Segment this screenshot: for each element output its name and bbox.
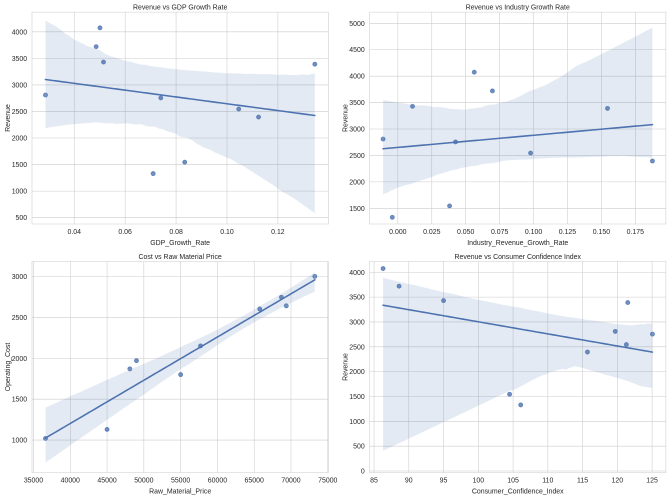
svg-text:Consumer_Confidence_Index: Consumer_Confidence_Index	[472, 489, 564, 496]
svg-text:100: 100	[473, 477, 485, 484]
svg-text:45000: 45000	[97, 477, 116, 484]
svg-text:110: 110	[542, 477, 553, 484]
svg-text:1500: 1500	[12, 162, 28, 169]
svg-text:3000: 3000	[349, 319, 365, 326]
svg-text:Revenue vs Industry Growth Rat: Revenue vs Industry Growth Rate	[466, 5, 570, 12]
svg-text:1000: 1000	[349, 419, 365, 426]
svg-text:3500: 3500	[349, 100, 365, 107]
svg-text:4000: 4000	[12, 29, 28, 36]
svg-text:60000: 60000	[208, 477, 227, 484]
svg-text:0.000: 0.000	[389, 229, 407, 236]
svg-text:Revenue: Revenue	[5, 104, 12, 132]
svg-text:0.12: 0.12	[271, 229, 285, 236]
svg-text:0.125: 0.125	[559, 229, 577, 236]
svg-text:35000: 35000	[24, 477, 43, 484]
svg-text:65000: 65000	[245, 477, 264, 484]
svg-text:1500: 1500	[349, 206, 365, 213]
svg-text:120: 120	[612, 477, 624, 484]
svg-text:2500: 2500	[349, 153, 365, 160]
svg-text:GDP_Growth_Rate: GDP_Growth_Rate	[150, 240, 210, 247]
svg-text:105: 105	[507, 477, 519, 484]
svg-text:2500: 2500	[12, 315, 28, 322]
svg-text:55000: 55000	[171, 477, 190, 484]
svg-text:Cost vs Raw Material Price: Cost vs Raw Material Price	[139, 254, 222, 261]
svg-text:2000: 2000	[349, 179, 365, 186]
svg-text:2000: 2000	[12, 136, 28, 143]
svg-text:Revenue vs GDP Growth Rate: Revenue vs GDP Growth Rate	[133, 5, 227, 12]
svg-text:4000: 4000	[349, 74, 365, 81]
svg-text:Revenue vs Consumer Confidence: Revenue vs Consumer Confidence Index	[455, 254, 582, 261]
svg-text:3500: 3500	[12, 56, 28, 63]
svg-text:3000: 3000	[349, 127, 365, 134]
svg-text:Raw_Material_Price: Raw_Material_Price	[149, 489, 211, 496]
svg-text:0.08: 0.08	[169, 229, 183, 236]
svg-text:95: 95	[440, 477, 448, 484]
svg-text:500: 500	[16, 215, 28, 222]
svg-text:0.100: 0.100	[525, 229, 543, 236]
svg-text:0.075: 0.075	[491, 229, 509, 236]
svg-text:500: 500	[353, 444, 365, 451]
svg-text:Operating_Cost: Operating_Cost	[5, 343, 12, 392]
svg-text:2000: 2000	[349, 369, 365, 376]
svg-text:75000: 75000	[318, 477, 337, 484]
svg-text:0.10: 0.10	[220, 229, 234, 236]
svg-text:1000: 1000	[12, 189, 28, 196]
svg-text:1000: 1000	[12, 438, 28, 445]
svg-text:0.150: 0.150	[593, 229, 611, 236]
svg-text:3500: 3500	[349, 295, 365, 302]
svg-text:90: 90	[405, 477, 413, 484]
svg-text:70000: 70000	[281, 477, 300, 484]
svg-text:5000: 5000	[349, 21, 365, 28]
svg-text:2000: 2000	[12, 356, 28, 363]
svg-text:0.04: 0.04	[67, 229, 81, 236]
svg-text:Revenue: Revenue	[343, 353, 350, 381]
svg-text:2500: 2500	[12, 109, 28, 116]
svg-text:115: 115	[577, 477, 588, 484]
svg-text:85: 85	[370, 477, 378, 484]
svg-text:1500: 1500	[349, 394, 365, 401]
svg-text:4500: 4500	[349, 47, 365, 54]
svg-text:40000: 40000	[61, 477, 80, 484]
svg-text:2500: 2500	[349, 344, 365, 351]
svg-text:0.025: 0.025	[423, 229, 441, 236]
svg-text:0.175: 0.175	[627, 229, 645, 236]
svg-text:4000: 4000	[349, 270, 365, 277]
svg-text:Industry_Revenue_Growth_Rate: Industry_Revenue_Growth_Rate	[467, 240, 568, 247]
svg-text:125: 125	[646, 477, 658, 484]
svg-text:1500: 1500	[12, 397, 28, 404]
svg-text:0.06: 0.06	[118, 229, 132, 236]
svg-text:0.050: 0.050	[457, 229, 475, 236]
svg-text:Revenue: Revenue	[343, 104, 350, 132]
svg-text:3000: 3000	[12, 274, 28, 281]
svg-text:0: 0	[361, 469, 365, 476]
svg-text:50000: 50000	[134, 477, 153, 484]
svg-text:3000: 3000	[12, 82, 28, 89]
